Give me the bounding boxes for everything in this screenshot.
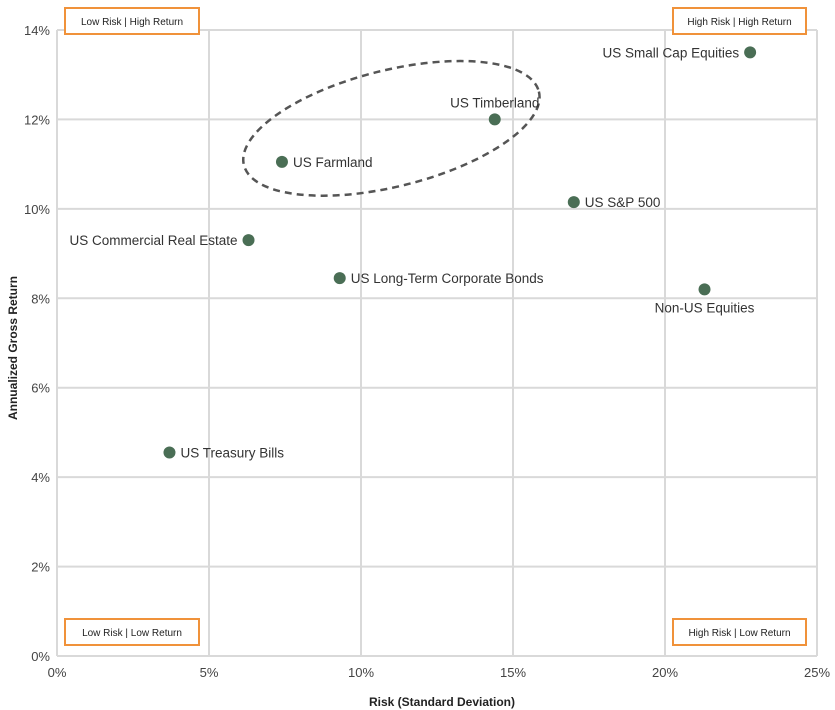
quadrant-label-text: Low Risk | High Return — [81, 17, 183, 28]
data-point-label: US Timberland — [450, 95, 539, 110]
data-point — [163, 446, 176, 459]
data-point — [698, 283, 711, 296]
data-point — [567, 196, 580, 209]
y-tick-label: 14% — [24, 23, 50, 38]
data-point-layer: US Treasury Bills US Commercial Real Esta… — [69, 45, 757, 461]
y-tick-label: 6% — [31, 381, 50, 396]
quadrant-label-layer: Low Risk | High Return High Risk | High R… — [64, 7, 807, 646]
data-point — [275, 155, 288, 168]
grid-layer — [56, 29, 818, 657]
x-tick-label: 10% — [348, 665, 374, 680]
quadrant-label-box — [64, 618, 200, 646]
x-tick-label: 5% — [200, 665, 219, 680]
data-point-label: US Treasury Bills — [180, 446, 284, 461]
x-tick-label: 25% — [804, 665, 830, 680]
data-point-label: US Long-Term Corporate Bonds — [351, 271, 544, 286]
data-point — [488, 113, 501, 126]
data-point-label: US Farmland — [293, 155, 373, 170]
y-tick-label: 4% — [31, 470, 50, 485]
quadrant-label-text: High Risk | Low Return — [688, 628, 790, 639]
y-tick-label: 12% — [24, 112, 50, 127]
data-point-label: Non-US Equities — [655, 300, 755, 315]
quadrant-label-box — [64, 7, 200, 35]
data-point-label: US Commercial Real Estate — [69, 233, 237, 248]
data-point-label: US S&P 500 — [585, 195, 661, 210]
quadrant-label-bottom-left: Low Risk | Low Return — [64, 618, 200, 646]
quadrant-label-top-left: Low Risk | High Return — [64, 7, 200, 35]
y-tick-label: 10% — [24, 202, 50, 217]
y-tick-label: 8% — [31, 291, 50, 306]
data-point — [242, 234, 255, 247]
data-point — [333, 272, 346, 285]
data-point-label: US Small Cap Equities — [603, 45, 740, 60]
highlight-ellipse — [241, 59, 541, 197]
axis-layer: 0% 5% 10% 15% 20% 25% 0% 2% 4% 6% 8% 10% 12% 14% — [24, 23, 830, 680]
highlight-layer — [241, 59, 541, 197]
quadrant-label-text: High Risk | High Return — [687, 17, 791, 28]
y-axis-title: Annualized Gross Return — [6, 276, 20, 420]
quadrant-label-box — [672, 7, 807, 35]
data-point — [744, 46, 757, 59]
x-axis-title: Risk (Standard Deviation) — [369, 695, 515, 709]
x-tick-label: 15% — [500, 665, 526, 680]
x-tick-label: 20% — [652, 665, 678, 680]
y-tick-label: 2% — [31, 560, 50, 575]
x-tick-label: 0% — [48, 665, 67, 680]
quadrant-label-text: Low Risk | Low Return — [82, 628, 182, 639]
quadrant-label-box — [672, 618, 807, 646]
y-tick-label: 0% — [31, 649, 50, 664]
quadrant-label-bottom-right: High Risk | Low Return — [672, 618, 807, 646]
quadrant-label-top-right: High Risk | High Return — [672, 7, 807, 35]
